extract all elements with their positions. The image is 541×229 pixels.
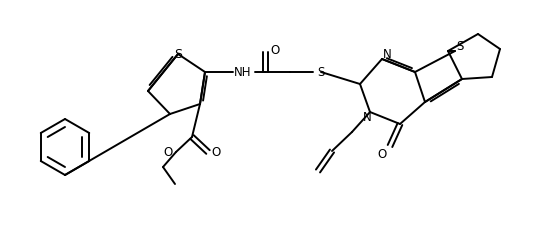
- Text: N: N: [362, 111, 371, 124]
- Text: S: S: [174, 48, 182, 61]
- Text: O: O: [163, 146, 173, 159]
- Text: NH: NH: [234, 66, 252, 79]
- Text: O: O: [378, 148, 387, 161]
- Text: S: S: [318, 66, 325, 79]
- Text: N: N: [382, 48, 391, 61]
- Text: O: O: [212, 146, 221, 159]
- Text: S: S: [456, 40, 464, 53]
- Text: O: O: [270, 44, 280, 57]
